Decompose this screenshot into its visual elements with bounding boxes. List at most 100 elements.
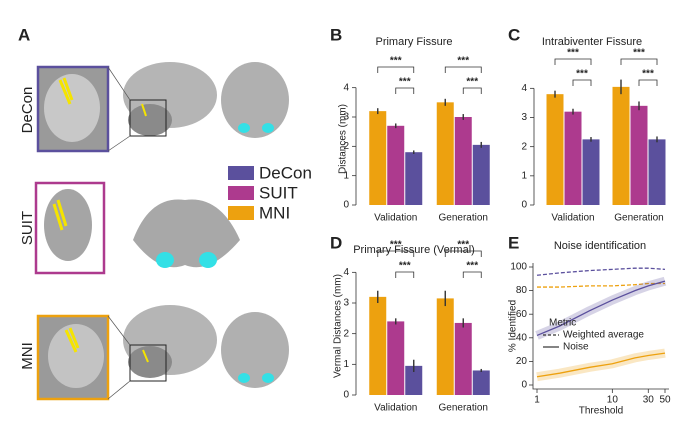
bar <box>564 111 582 205</box>
significance-label: *** <box>457 56 469 67</box>
x-tick-label: Validation <box>374 403 417 414</box>
legend-label: SUIT <box>259 183 298 202</box>
x-tick-label: 1 <box>534 395 540 406</box>
panel-label: C <box>508 25 520 44</box>
significance-bracket <box>395 271 415 278</box>
panel-label: B <box>330 25 342 44</box>
brain-images <box>34 62 289 401</box>
bar <box>546 94 564 205</box>
bar <box>369 296 387 395</box>
y-axis-label: % Identified <box>508 300 519 352</box>
y-tick-label: 3 <box>521 112 527 123</box>
significance-label: *** <box>642 69 654 80</box>
legend-title: Metric <box>549 318 576 329</box>
y-tick-label: 0 <box>343 200 349 211</box>
y-tick-label: 2 <box>521 141 527 152</box>
x-tick-label: Generation <box>614 213 663 224</box>
chart-title: Primary Fissure <box>375 36 452 48</box>
significance-label: *** <box>576 69 588 80</box>
panel-label: E <box>508 233 519 252</box>
significance-label: *** <box>567 48 579 59</box>
y-tick-label: 100 <box>510 262 527 273</box>
bar <box>454 117 472 205</box>
y-tick-label: 3 <box>343 298 349 309</box>
panel-label: D <box>330 233 342 252</box>
chart-title: Intrabiventer Fissure <box>542 36 642 48</box>
x-tick-label: Generation <box>439 213 488 224</box>
y-tick-label: 0 <box>521 380 527 391</box>
line <box>536 267 666 276</box>
line <box>536 352 666 378</box>
y-tick-label: 0 <box>521 200 527 211</box>
bar <box>612 86 630 205</box>
y-axis-label: Vermal Distances (mm) <box>333 274 344 378</box>
x-tick-label: Validation <box>551 213 594 224</box>
bar <box>582 139 600 205</box>
y-tick-label: 20 <box>516 356 528 367</box>
significance-label: *** <box>457 240 469 251</box>
significance-bracket <box>462 271 482 278</box>
legend-label: DeCon <box>259 163 312 182</box>
significance-label: *** <box>633 48 645 59</box>
y-tick-label: 0 <box>343 390 349 401</box>
legend-swatch <box>228 186 254 200</box>
significance-bracket <box>377 66 415 73</box>
y-tick-label: 2 <box>343 328 349 339</box>
bar <box>436 298 454 395</box>
bar <box>472 370 490 395</box>
legend-label: Noise <box>563 342 589 353</box>
line <box>536 280 666 337</box>
legend-swatch <box>228 166 254 180</box>
y-tick-label: 4 <box>343 82 349 93</box>
bar <box>630 105 648 205</box>
x-tick-label: 30 <box>643 395 655 406</box>
bar <box>387 125 405 205</box>
x-axis-label: Threshold <box>579 406 623 417</box>
y-tick-label: 1 <box>343 359 349 370</box>
y-tick-label: 4 <box>343 267 349 278</box>
significance-bracket <box>572 79 592 86</box>
row-label: SUIT <box>19 211 36 245</box>
bar <box>472 144 490 205</box>
significance-bracket <box>638 79 658 86</box>
significance-label: *** <box>466 77 478 88</box>
legend-swatch <box>228 206 254 220</box>
row-label: DeCon <box>19 87 36 134</box>
line <box>537 282 665 288</box>
bar <box>387 321 405 395</box>
bar <box>454 322 472 395</box>
significance-label: *** <box>466 261 478 272</box>
bar <box>648 139 666 205</box>
x-tick-label: 10 <box>607 395 619 406</box>
y-tick-label: 60 <box>516 309 528 320</box>
significance-bracket <box>620 58 658 65</box>
legend-label: Weighted average <box>563 330 644 341</box>
significance-bracket <box>377 250 415 257</box>
y-tick-label: 40 <box>516 332 528 343</box>
bar <box>369 111 387 205</box>
y-axis-label: Distances (mm) <box>338 104 349 174</box>
y-tick-label: 4 <box>521 83 527 94</box>
x-tick-label: Validation <box>374 213 417 224</box>
bar <box>405 365 423 395</box>
significance-bracket <box>554 58 592 65</box>
panel-label: A <box>18 25 30 44</box>
significance-bracket <box>444 250 482 257</box>
axes <box>532 263 669 390</box>
significance-label: *** <box>399 77 411 88</box>
legend-label: MNI <box>259 203 290 222</box>
x-tick-label: 50 <box>659 395 671 406</box>
y-tick-label: 1 <box>343 170 349 181</box>
chart-title: Noise identification <box>554 240 646 252</box>
bar <box>436 102 454 205</box>
y-tick-label: 1 <box>521 170 527 181</box>
significance-bracket <box>395 87 415 94</box>
significance-label: *** <box>390 240 402 251</box>
row-label: MNI <box>19 342 36 370</box>
chart-title: Primary Fissure (Vermal) <box>353 244 475 256</box>
y-tick-label: 2 <box>343 141 349 152</box>
significance-bracket <box>444 66 482 73</box>
bar <box>405 152 423 205</box>
significance-label: *** <box>399 261 411 272</box>
